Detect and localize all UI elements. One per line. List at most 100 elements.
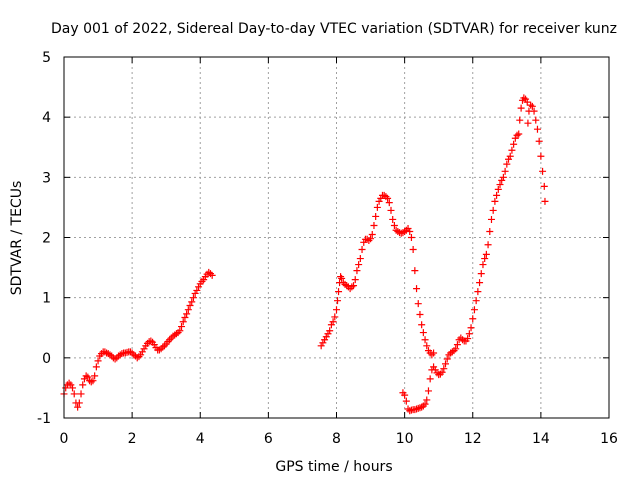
data-point <box>178 323 186 331</box>
data-point <box>365 237 373 245</box>
data-point <box>208 271 216 279</box>
data-point <box>87 378 95 386</box>
data-point <box>496 181 504 189</box>
data-point <box>506 152 514 160</box>
data-point <box>92 363 100 371</box>
data-point <box>184 306 192 314</box>
y-tick-label: 5 <box>42 50 51 66</box>
data-point <box>493 191 501 199</box>
data-point <box>442 360 449 368</box>
data-point <box>421 336 429 344</box>
data-point <box>111 355 119 363</box>
y-tick-label: -1 <box>37 411 51 427</box>
data-point <box>140 345 148 353</box>
data-point <box>477 270 485 278</box>
data-point <box>74 403 82 411</box>
data-point <box>482 250 490 258</box>
data-point <box>188 298 196 306</box>
data-point <box>205 268 213 276</box>
data-point <box>166 336 174 344</box>
data-point <box>541 197 549 205</box>
data-point <box>465 330 473 338</box>
y-tick-label: 4 <box>42 110 51 126</box>
data-point <box>476 279 484 287</box>
data-point <box>350 282 358 290</box>
data-point <box>428 351 436 359</box>
data-point <box>189 294 197 302</box>
x-axis-label: GPS time / hours <box>275 459 392 475</box>
data-point <box>82 372 90 380</box>
data-point <box>70 390 78 398</box>
plot-frame <box>63 56 610 419</box>
data-point <box>355 261 363 269</box>
data-point <box>423 342 431 350</box>
data-point <box>137 351 145 359</box>
data-point <box>123 348 131 356</box>
data-point <box>181 314 189 322</box>
data-point <box>511 134 519 142</box>
data-point <box>322 333 330 341</box>
grid-lines <box>64 57 609 418</box>
data-point <box>520 94 528 102</box>
data-point <box>373 203 381 211</box>
data-point <box>515 130 523 138</box>
data-point <box>126 348 134 356</box>
data-point <box>368 230 376 238</box>
data-point <box>436 370 444 378</box>
x-tick-label: 4 <box>196 431 205 447</box>
data-point <box>69 384 77 392</box>
data-point <box>317 342 325 350</box>
data-point <box>172 330 180 338</box>
x-tick-label: 8 <box>332 431 341 447</box>
data-point <box>353 267 361 275</box>
x-tick-label: 16 <box>600 431 618 447</box>
data-point <box>501 167 509 175</box>
data-point <box>524 119 532 127</box>
data-point <box>394 227 402 235</box>
data-point <box>479 261 487 269</box>
data-point <box>130 351 138 359</box>
data-point <box>200 276 208 284</box>
data-point <box>363 235 371 243</box>
data-point <box>193 286 201 294</box>
y-axis-label: SDTVAR / TECUs <box>9 181 25 296</box>
data-point <box>326 327 334 335</box>
data-point <box>67 381 75 389</box>
x-tick-label: 2 <box>128 431 137 447</box>
data-point <box>321 336 329 344</box>
data-point <box>535 137 543 145</box>
data-point <box>487 215 495 223</box>
data-points <box>60 94 549 415</box>
data-point <box>470 306 478 314</box>
data-point <box>537 152 545 160</box>
data-point <box>94 357 102 365</box>
data-point <box>510 140 518 148</box>
data-point <box>440 365 448 373</box>
data-point <box>467 324 475 332</box>
y-tick-label: 2 <box>42 231 51 247</box>
data-point <box>464 335 472 343</box>
data-point <box>505 155 513 163</box>
data-point <box>416 311 424 319</box>
data-point <box>335 288 343 296</box>
data-point <box>377 194 385 202</box>
data-point <box>118 350 126 358</box>
data-point <box>384 194 392 202</box>
data-point <box>499 173 507 181</box>
data-point <box>413 405 421 413</box>
data-point <box>91 372 99 380</box>
data-point <box>348 283 356 291</box>
data-point <box>338 274 346 282</box>
data-point <box>414 300 422 308</box>
data-point <box>121 349 129 357</box>
data-point <box>407 406 415 414</box>
data-point <box>430 363 438 371</box>
data-point <box>382 193 390 201</box>
data-point <box>452 345 460 353</box>
x-tick-label: 0 <box>60 431 69 447</box>
data-point <box>431 366 439 374</box>
data-point <box>486 227 494 235</box>
data-point <box>334 297 342 305</box>
data-point <box>423 396 431 404</box>
chart-title: Day 001 of 2022, Sidereal Day-to-day VTE… <box>51 21 617 37</box>
